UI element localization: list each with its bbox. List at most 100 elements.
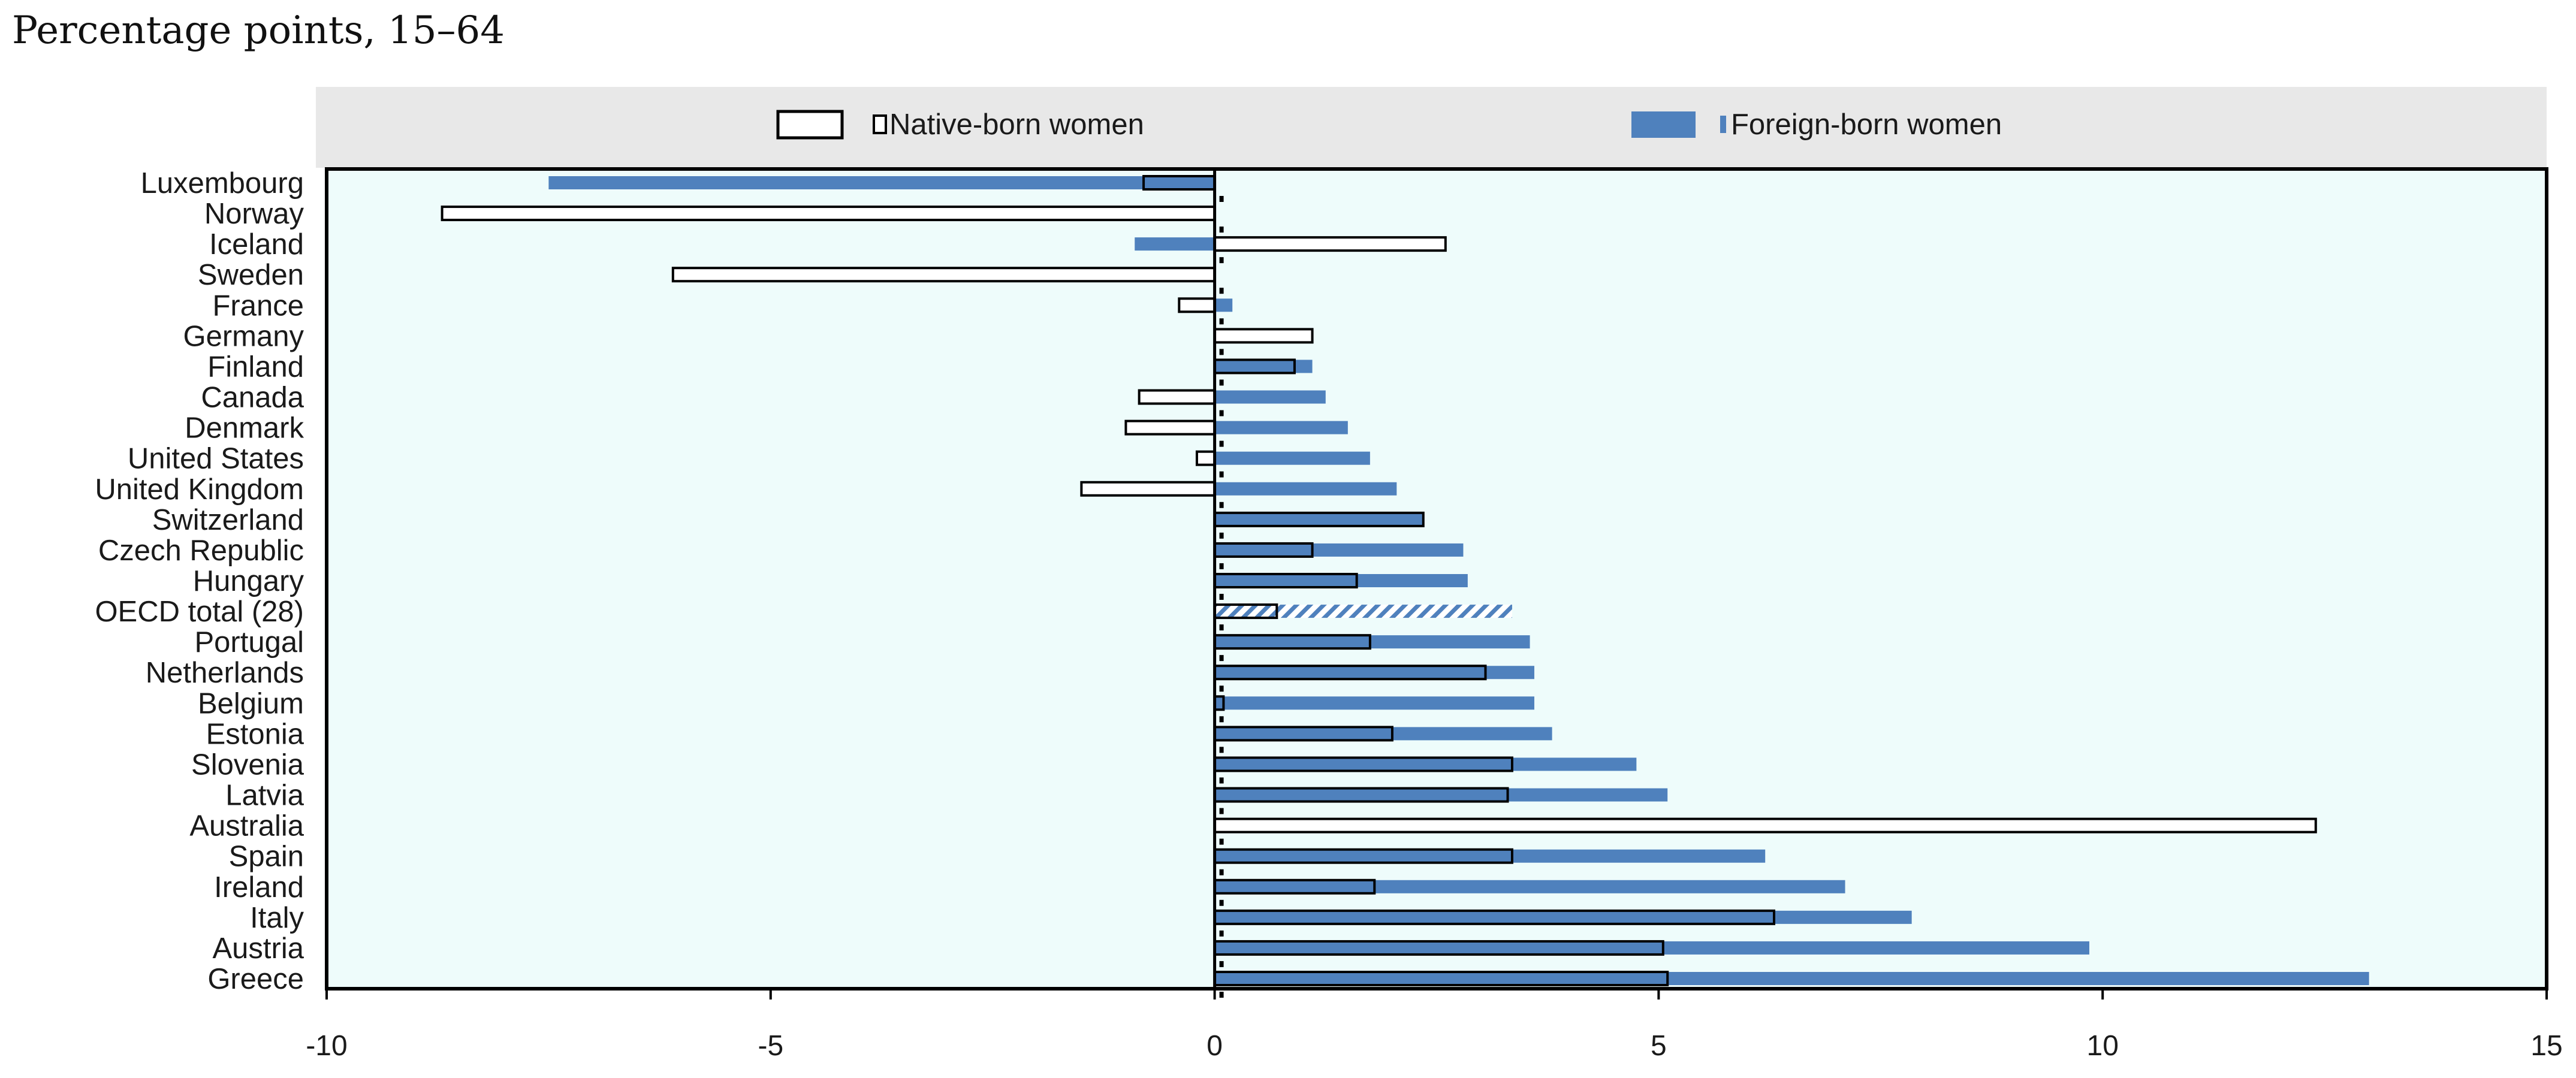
bar-native-denmark	[1124, 419, 1216, 436]
row-tick-switzerland	[1219, 532, 1224, 539]
row-tick-belgium	[1219, 716, 1224, 723]
bar-foreign-united-kingdom	[1214, 482, 1397, 496]
category-label-united-states: United States	[128, 443, 304, 475]
row-tick-luxembourg	[1219, 196, 1224, 202]
row-tick-finland	[1219, 379, 1224, 386]
category-labels: LuxembourgNorwayIcelandSwedenFranceGerma…	[95, 167, 304, 995]
bar-foreign-ireland	[1214, 880, 1845, 893]
legend-item-foreign[interactable]: Foreign-born women	[1631, 108, 2002, 141]
category-label-norway: Norway	[204, 198, 304, 230]
row-tick-czech-republic	[1219, 563, 1224, 569]
category-label-germany: Germany	[183, 320, 304, 352]
x-tick-label-neg5: -5	[758, 1030, 783, 1062]
row-tick-sweden	[1219, 288, 1224, 294]
category-label-netherlands: Netherlands	[146, 657, 304, 689]
bar-foreign-denmark	[1214, 421, 1348, 434]
category-label-czech-republic: Czech Republic	[98, 535, 304, 567]
bar-foreign-portugal	[1214, 635, 1530, 649]
row-tick-hungary	[1219, 594, 1224, 600]
category-label-spain: Spain	[229, 841, 304, 873]
bar-foreign-belgium	[1214, 696, 1534, 710]
category-label-luxembourg: Luxembourg	[141, 167, 304, 200]
bar-foreign-france	[1214, 298, 1233, 312]
bar-foreign-netherlands	[1214, 666, 1534, 680]
bar-foreign-canada	[1214, 390, 1326, 404]
bar-native-sweden	[671, 267, 1216, 283]
legend-swatch-foreign	[1631, 111, 1696, 138]
chart-title: Percentage points, 15–64	[12, 8, 505, 53]
legend-item-native[interactable]: Native-born women	[776, 108, 1144, 141]
category-label-oecd-total-28: OECD total (28)	[95, 596, 304, 628]
category-label-united-kingdom: United Kingdom	[95, 473, 304, 506]
x-tick-label-0: 0	[1206, 1030, 1223, 1062]
row-tick-oecd-total-28	[1219, 624, 1224, 631]
bar-foreign-finland	[1214, 360, 1313, 373]
row-tick-greece	[1219, 992, 1224, 998]
legend-swatch-native	[776, 110, 844, 140]
bar-foreign-latvia	[1214, 788, 1668, 802]
x-tick-label-15: 15	[2530, 1030, 2562, 1062]
category-label-hungary: Hungary	[193, 565, 304, 597]
category-label-ireland: Ireland	[214, 871, 304, 904]
row-tick-united-kingdom	[1219, 502, 1224, 508]
row-tick-germany	[1219, 349, 1224, 355]
legend-marker-native	[873, 114, 887, 134]
bar-foreign-oecd-total-28	[1214, 605, 1512, 618]
legend-marker-foreign	[1720, 116, 1726, 133]
row-tick-iceland	[1219, 257, 1224, 264]
legend-band	[316, 87, 2547, 168]
row-tick-norway	[1219, 227, 1224, 233]
bar-foreign-greece	[1214, 972, 2369, 985]
category-label-italy: Italy	[250, 902, 304, 934]
category-label-denmark: Denmark	[185, 412, 304, 445]
x-axis: -10 -5 0 5 10 15	[306, 989, 2563, 1062]
bar-foreign-iceland	[1135, 237, 1215, 251]
bar-native-france	[1178, 297, 1216, 313]
bar-foreign-switzerland	[1214, 512, 1423, 526]
legend-label-native: Native-born women	[889, 108, 1144, 141]
category-label-finland: Finland	[207, 351, 304, 383]
bar-native-united-states	[1195, 450, 1216, 466]
row-tick-estonia	[1219, 747, 1224, 753]
row-tick-ireland	[1219, 899, 1224, 906]
bar-native-canada	[1138, 389, 1216, 405]
bar-native-norway	[441, 206, 1216, 222]
x-tick-label-neg10: -10	[306, 1030, 347, 1062]
bar-foreign-united-states	[1214, 451, 1370, 465]
row-tick-denmark	[1219, 440, 1224, 447]
category-label-slovenia: Slovenia	[191, 748, 304, 781]
category-label-sweden: Sweden	[198, 259, 304, 291]
category-label-greece: Greece	[207, 963, 304, 995]
category-label-portugal: Portugal	[194, 626, 304, 659]
row-tick-portugal	[1219, 655, 1224, 662]
bar-native-united-kingdom	[1080, 481, 1216, 497]
category-label-canada: Canada	[201, 382, 304, 414]
category-label-iceland: Iceland	[209, 228, 304, 261]
x-tick-label-10: 10	[2087, 1030, 2119, 1062]
row-tick-united-states	[1219, 471, 1224, 478]
bar-foreign-slovenia	[1214, 757, 1637, 771]
row-tick-netherlands	[1219, 686, 1224, 692]
category-label-latvia: Latvia	[225, 780, 304, 812]
bar-foreign-estonia	[1214, 727, 1552, 741]
bar-foreign-hungary	[1214, 574, 1468, 587]
row-tick-france	[1219, 318, 1224, 325]
row-tick-canada	[1219, 410, 1224, 416]
category-label-switzerland: Switzerland	[152, 504, 304, 536]
bar-foreign-austria	[1214, 941, 2089, 955]
bar-native-germany	[1213, 328, 1314, 344]
row-tick-slovenia	[1219, 777, 1224, 784]
bar-foreign-spain	[1214, 849, 1766, 863]
category-label-france: France	[212, 289, 304, 322]
x-tick-label-5: 5	[1651, 1030, 1667, 1062]
category-label-austria: Austria	[212, 932, 304, 965]
row-tick-italy	[1219, 930, 1224, 937]
bar-foreign-italy	[1214, 910, 1912, 924]
row-tick-spain	[1219, 869, 1224, 875]
bar-native-iceland	[1213, 236, 1447, 252]
legend: Native-born women Foreign-born women	[776, 108, 2002, 141]
category-label-belgium: Belgium	[198, 687, 304, 720]
legend-label-foreign: Foreign-born women	[1731, 108, 2002, 141]
category-label-estonia: Estonia	[206, 718, 304, 750]
